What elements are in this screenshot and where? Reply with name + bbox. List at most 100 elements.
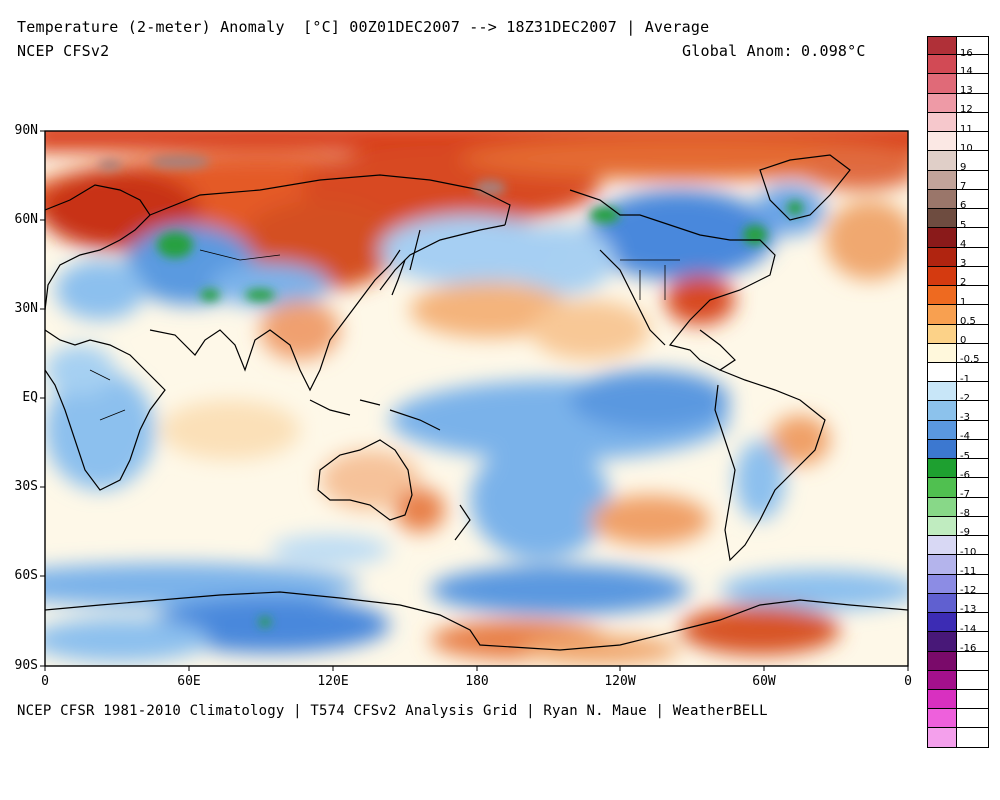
colorbar-label: 5 (960, 219, 967, 231)
lon-label-0: 0 (41, 674, 49, 689)
colorbar-bin: -12 (927, 574, 989, 597)
colorbar-bin (927, 670, 989, 690)
global-anom-label: Global Anom: (682, 42, 793, 60)
colorbar-label: -13 (960, 604, 977, 616)
lat-label-30s: 30S (14, 479, 38, 494)
colorbar-bin: 12 (927, 93, 989, 116)
colorbar-label: -6 (960, 469, 970, 481)
colorbar-swatch (928, 574, 957, 593)
colorbar-swatch (928, 555, 957, 574)
colorbar-bin: 9 (927, 151, 989, 173)
lat-label-90s: 90S (14, 658, 38, 673)
colorbar-swatch (928, 362, 957, 382)
colorbar-bin: -14 (927, 613, 989, 635)
colorbar-label: -2 (960, 392, 970, 404)
colorbar-swatch (928, 324, 957, 343)
colorbar-bin: -16 (927, 632, 989, 654)
colorbar-bin: 3 (927, 247, 989, 270)
colorbar-label: 0.5 (960, 315, 976, 327)
colorbar-swatch (928, 516, 957, 536)
colorbar-bin: 10 (927, 132, 989, 154)
colorbar-label: -7 (960, 488, 970, 500)
colorbar-label: -11 (960, 565, 977, 577)
colorbar-label: 12 (960, 104, 973, 116)
lat-label-60s: 60S (14, 568, 38, 583)
colorbar-bin: 7 (927, 170, 989, 193)
colorbar-bin (927, 651, 989, 671)
colorbar-label: -5 (960, 450, 970, 462)
colorbar-swatch (928, 728, 957, 747)
colorbar-bin: 0.5 (927, 305, 989, 327)
colorbar-swatch (928, 536, 957, 555)
colorbar-label: -12 (960, 585, 977, 597)
colorbar-bin: -10 (927, 536, 989, 558)
colorbar-swatch (928, 266, 957, 286)
colorbar-bin: 14 (927, 55, 989, 77)
lon-label-60e: 60E (177, 674, 201, 689)
colorbar-label: -9 (960, 527, 970, 539)
colorbar-swatch (928, 420, 957, 439)
colorbar-swatch (928, 343, 957, 362)
axis-ticks (40, 130, 909, 671)
map-title: Temperature (2-meter) Anomaly [°C] 00Z01… (17, 18, 710, 36)
colorbar-swatch (928, 286, 957, 305)
colorbar-bin: -6 (927, 459, 989, 481)
colorbar-label: 0 (960, 335, 967, 347)
colorbar-label: -0.5 (960, 354, 980, 366)
colorbar-swatch (928, 151, 957, 170)
colorbar-bin: 11 (927, 112, 989, 135)
colorbar-swatch (928, 112, 957, 132)
colorbar-bin: -2 (927, 382, 989, 404)
lon-label-180: 180 (465, 674, 489, 689)
colorbar-swatch (928, 189, 957, 209)
colorbar-bin (927, 728, 989, 748)
colorbar-label: 7 (960, 181, 967, 193)
colorbar-swatch (928, 382, 957, 401)
colorbar-label: -14 (960, 623, 977, 635)
colorbar-swatch (928, 55, 957, 74)
colorbar-label: -8 (960, 508, 970, 520)
colorbar-swatch (928, 170, 957, 189)
colorbar-label: 9 (960, 161, 967, 173)
colorbar-bin: 2 (927, 266, 989, 288)
colorbar-swatch (928, 593, 957, 613)
colorbar-swatch (928, 209, 957, 228)
colorbar-bin: -1 (927, 362, 989, 385)
coastlines (45, 154, 908, 651)
lat-label-30n: 30N (14, 301, 38, 316)
colorbar-bin: 4 (927, 228, 989, 250)
colorbar-bin: -0.5 (927, 343, 989, 366)
colorbar-swatch (928, 37, 957, 55)
lon-label-60w: 60W (752, 674, 776, 689)
colorbar-bin: -5 (927, 439, 989, 462)
colorbar-label: 1 (960, 296, 967, 308)
colorbar-label: -10 (960, 546, 977, 558)
colorbar-swatch (928, 305, 957, 324)
colorbar-swatch (928, 497, 957, 516)
colorbar-label: 14 (960, 65, 973, 77)
colorbar-swatch (928, 651, 957, 670)
colorbar-bin (927, 709, 989, 729)
map-subtitle: NCEP CFSv2 (17, 42, 110, 60)
colorbar-swatch (928, 632, 957, 651)
anomaly-field (45, 131, 908, 666)
colorbar-label: 6 (960, 200, 967, 212)
colorbar-label: 3 (960, 258, 967, 270)
colorbar-label: 10 (960, 142, 973, 154)
colorbar-swatch (928, 93, 957, 112)
colorbar-bin (927, 689, 989, 710)
lon-label-120e: 120E (317, 674, 349, 689)
colorbar-bin: 13 (927, 74, 989, 96)
colorbar-bin: -8 (927, 497, 989, 520)
colorbar-swatch (928, 613, 957, 632)
colorbar-bin: 0 (927, 324, 989, 347)
colorbar-swatch (928, 439, 957, 459)
colorbar-bin: -3 (927, 401, 989, 423)
colorbar-legend: 16 14 13 12 11 10 9 7 6 5 4 3 2 1 0.5 0 -0.5 -1 -2 -3 -4 -5 -6… (927, 36, 989, 748)
colorbar-swatch (928, 74, 957, 93)
colorbar-bin: -9 (927, 516, 989, 539)
lat-label-60n: 60N (14, 212, 38, 227)
colorbar-bin: 1 (927, 286, 989, 308)
global-anom-value: 0.098°C (801, 42, 866, 60)
